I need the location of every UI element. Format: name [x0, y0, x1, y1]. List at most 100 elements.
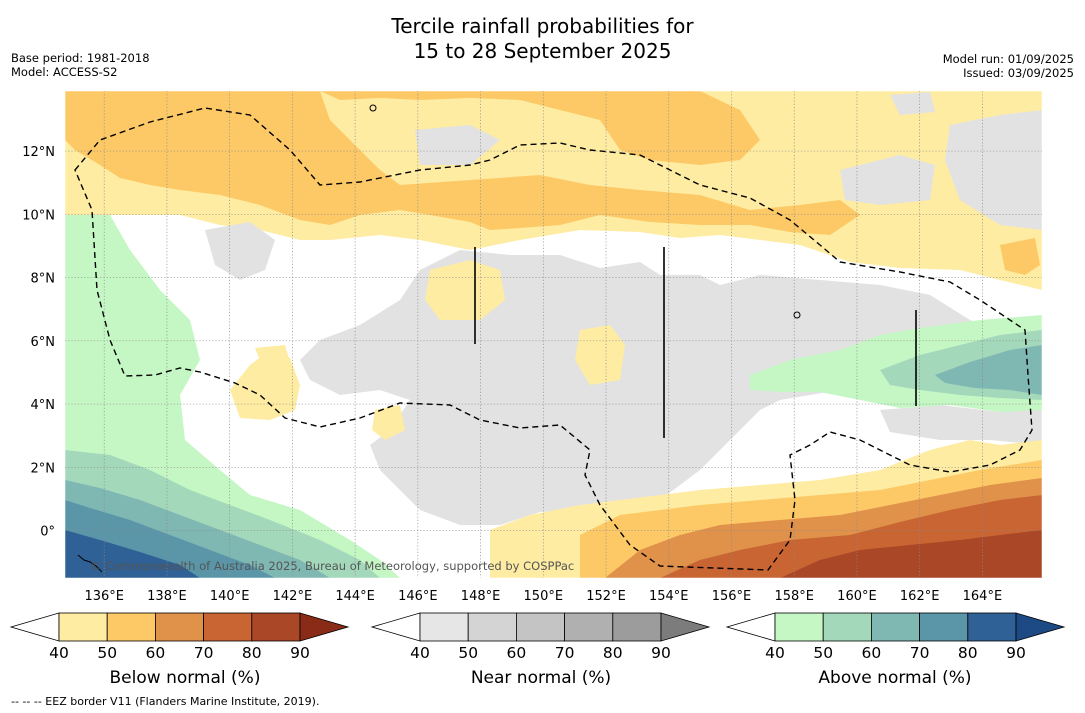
near-normal-40-50-east-strip [880, 405, 1042, 445]
colorbar-tick-label: 50 [97, 644, 117, 662]
model-label: Model: ACCESS-S2 [11, 65, 118, 79]
colorbar-tick-label: 80 [958, 644, 978, 662]
colorbar-near-title: Near normal (%) [470, 668, 612, 688]
colorbar-segment [967, 612, 1017, 642]
model-run-label: Model run: 01/09/2025 [942, 52, 1074, 66]
lat-tick-label: 6°N [31, 335, 56, 350]
colorbar-segment [251, 612, 301, 642]
island-group [77, 554, 103, 573]
colorbar-tick-label: 50 [458, 644, 478, 662]
colorbar-segment [419, 612, 469, 642]
lon-tick-label: 138°E [147, 589, 187, 604]
colorbar-segment [822, 612, 872, 642]
colorbar-segment [516, 612, 566, 642]
colorbar-tick-label: 40 [410, 644, 430, 662]
colorbar-extend-low [725, 612, 776, 642]
colorbar-tick-label: 90 [290, 644, 310, 662]
meta-left: Base period: 1981-2018 Model: ACCESS-S2 [11, 51, 150, 79]
lat-tick-label: 12°N [22, 145, 55, 160]
lat-tick-label: 0° [40, 525, 55, 540]
lon-tick-label: 152°E [586, 589, 626, 604]
colorbar: 40 50 60 70 80 90 [370, 612, 711, 662]
below-normal-40-50-mid-patch [575, 325, 625, 385]
colorbar-tick-label: 70 [910, 644, 930, 662]
eez-footnote: -- -- -- EEZ border V11 (Flanders Marine… [11, 695, 320, 708]
colorbar-above-title: Above normal (%) [818, 668, 972, 688]
meta-right: Model run: 01/09/2025 Issued: 03/09/2025 [943, 52, 1074, 80]
islands [77, 104, 801, 573]
map-field [65, 91, 1042, 578]
colorbar-extend-low [370, 612, 421, 642]
colorbar-segment [58, 612, 108, 642]
colorbar-tick-label: 60 [862, 644, 882, 662]
lon-tick-label: 140°E [210, 589, 250, 604]
lon-tick-label: 150°E [524, 589, 564, 604]
colorbar-segment [467, 612, 517, 642]
near-normal-40-50-north-2 [840, 155, 935, 205]
title-line-2: 15 to 28 September 2025 [413, 39, 672, 63]
colorbar-tick-label: 70 [555, 644, 575, 662]
colorbar-tick-label: 40 [765, 644, 785, 662]
meridian-markers [474, 247, 917, 438]
near-normal-40-50-ne-2 [890, 92, 935, 115]
lon-tick-label: 162°E [900, 589, 940, 604]
colorbar-tick-label: 60 [146, 644, 166, 662]
lon-tick-label: 160°E [837, 589, 877, 604]
colorbar-extend-high [1015, 612, 1066, 642]
colorbar-tick-label: 90 [1006, 644, 1026, 662]
near-normal-40-50-ne [945, 110, 1042, 230]
copyright-text: © Commonwealth of Australia 2025, Bureau… [90, 559, 574, 573]
above-normal-80-90-sw [65, 530, 200, 578]
colorbar-extend-high [660, 612, 711, 642]
island [793, 311, 801, 319]
below-normal-40-50-island [372, 405, 405, 440]
colorbar-below-title: Below normal (%) [109, 668, 261, 688]
near-normal-40-50-west [205, 222, 275, 280]
below-normal-50-60-east [1000, 238, 1040, 275]
below-normal-50-60-nw [100, 95, 250, 180]
lon-tick-label: 136°E [84, 589, 124, 604]
longitude-labels: 136°E 138°E 140°E 142°E 144°E 146°E 148°E 150°E… [84, 589, 1002, 604]
colorbar-tick-label: 90 [651, 644, 671, 662]
map-title: Tercile rainfall probabilities for 15 to… [0, 14, 1085, 64]
colorbar-extend-high [299, 612, 350, 642]
above-normal-60-70-east [935, 345, 1042, 395]
title-line-1: Tercile rainfall probabilities for [391, 14, 694, 38]
issued-label: Issued: 03/09/2025 [963, 66, 1074, 80]
below-normal-40-50-west-patch [230, 350, 300, 420]
colorbar: 40 50 60 70 80 90 [9, 612, 350, 662]
near-normal-40-50-north-1 [415, 125, 500, 165]
colorbar-tick-label: 80 [242, 644, 262, 662]
lon-tick-label: 158°E [774, 589, 814, 604]
colorbar-segment [774, 612, 824, 642]
colorbar-tick-label: 80 [603, 644, 623, 662]
lon-tick-label: 142°E [273, 589, 313, 604]
lon-tick-label: 146°E [398, 589, 438, 604]
base-period-label: Base period: 1981-2018 [11, 51, 150, 65]
colorbar-segment [871, 612, 921, 642]
below-normal-40-50-small [255, 345, 290, 365]
eez-borders [74, 107, 1033, 571]
lat-tick-label: 2°N [31, 461, 56, 476]
colorbar-tick-label: 60 [507, 644, 527, 662]
lon-tick-label: 154°E [649, 589, 689, 604]
grid-lines [65, 91, 1042, 578]
colorbar-tick-label: 40 [49, 644, 69, 662]
below-normal-50-60-north-2 [320, 91, 760, 165]
below-normal-80-90-se [780, 530, 1042, 578]
colorbar-tick-label: 70 [194, 644, 214, 662]
colorbar: 40 50 60 70 80 90 [725, 612, 1066, 662]
latitude-labels: 12°N 10°N 8°N 6°N 4°N 2°N 0° [22, 145, 55, 539]
lat-tick-label: 8°N [31, 272, 56, 287]
map-frame [64, 90, 1043, 579]
lon-tick-label: 156°E [712, 589, 752, 604]
lat-tick-label: 10°N [22, 208, 55, 223]
colorbar-segment [106, 612, 156, 642]
colorbar-segment [919, 612, 969, 642]
lon-tick-label: 148°E [461, 589, 501, 604]
colorbar-segment [564, 612, 614, 642]
colorbar-segment [154, 612, 204, 642]
eez-border-palau-fsm [74, 107, 1033, 571]
colorbar-segment [612, 612, 662, 642]
